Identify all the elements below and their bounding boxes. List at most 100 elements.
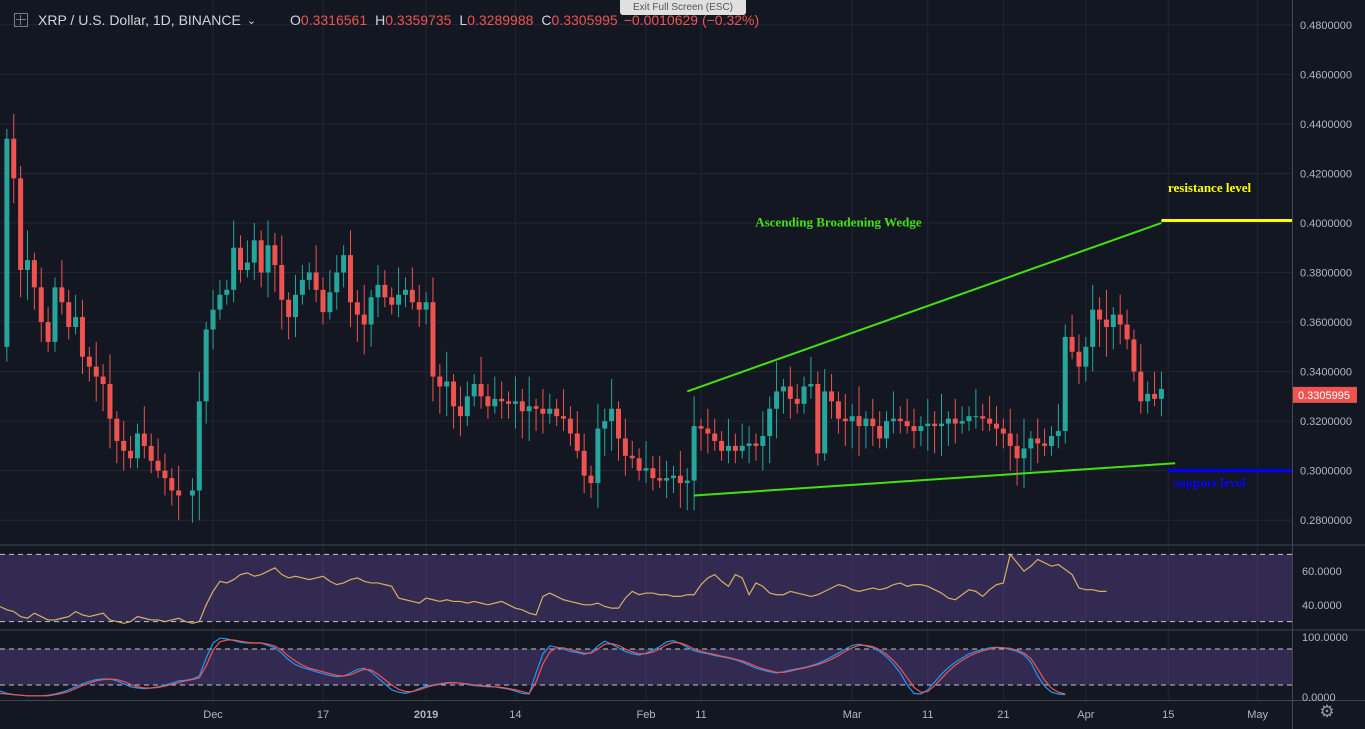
candle bbox=[602, 408, 608, 456]
candle-body bbox=[1152, 393, 1158, 399]
candle bbox=[856, 386, 862, 456]
candle bbox=[760, 411, 766, 471]
candle bbox=[842, 393, 848, 446]
price-tick-label: 0.3000000 bbox=[1300, 466, 1352, 478]
price-tick-label: 0.4000000 bbox=[1300, 218, 1352, 230]
candle bbox=[808, 356, 814, 399]
exit-fullscreen-button[interactable]: Exit Full Screen (ESC) bbox=[620, 0, 746, 15]
candle-body bbox=[567, 418, 573, 434]
candle-body bbox=[554, 408, 560, 417]
candle-body bbox=[1014, 445, 1020, 459]
candle bbox=[1145, 381, 1151, 414]
candle bbox=[299, 265, 305, 305]
candle-body bbox=[609, 408, 615, 422]
candle-body bbox=[196, 401, 202, 491]
candle-body bbox=[966, 416, 972, 422]
candle bbox=[712, 418, 718, 451]
candle bbox=[141, 406, 147, 459]
candle-body bbox=[925, 423, 931, 427]
collapse-icon[interactable] bbox=[14, 13, 28, 27]
symbol-title[interactable]: XRP / U.S. Dollar, 1D, BINANCE bbox=[38, 12, 241, 28]
chevron-down-icon[interactable]: ⌄ bbox=[246, 14, 257, 27]
candle bbox=[114, 411, 120, 464]
candle-body bbox=[169, 478, 175, 491]
time-tick-label: Apr bbox=[1077, 709, 1094, 721]
rsi-tick-label: 40.0000 bbox=[1302, 600, 1342, 612]
candle bbox=[176, 465, 182, 521]
candle bbox=[423, 292, 429, 325]
candle bbox=[835, 391, 841, 434]
candle bbox=[1055, 403, 1061, 449]
candle-body bbox=[231, 247, 237, 290]
candle-body bbox=[423, 302, 429, 310]
candle bbox=[169, 468, 175, 506]
open-value: 0.3316561 bbox=[300, 12, 368, 28]
candle-body bbox=[581, 450, 587, 476]
candle-body bbox=[890, 418, 896, 422]
candle bbox=[471, 374, 477, 407]
candle bbox=[753, 433, 759, 461]
candle-body bbox=[354, 302, 360, 315]
settings-gear-icon[interactable]: ⚙ bbox=[1319, 702, 1335, 721]
candle bbox=[217, 279, 223, 320]
candle-body bbox=[485, 396, 491, 407]
candle bbox=[643, 440, 649, 484]
candle bbox=[1097, 297, 1103, 347]
candle bbox=[162, 453, 168, 496]
candle-body bbox=[849, 416, 855, 422]
candle-body bbox=[877, 426, 883, 439]
high-label: H bbox=[375, 12, 386, 28]
price-tick-label: 0.3200000 bbox=[1300, 416, 1352, 428]
candle-body bbox=[258, 240, 264, 273]
candle bbox=[464, 381, 470, 427]
candle-body bbox=[980, 416, 986, 419]
candle bbox=[361, 284, 367, 355]
candle-body bbox=[870, 418, 876, 427]
candle-body bbox=[59, 287, 65, 303]
candle-body bbox=[1028, 438, 1034, 449]
candle bbox=[863, 411, 869, 449]
time-tick-label: Feb bbox=[637, 709, 656, 721]
candle-body bbox=[1069, 336, 1075, 352]
candle bbox=[904, 398, 910, 434]
candle-body bbox=[416, 302, 422, 310]
candle bbox=[629, 440, 635, 469]
rsi-line bbox=[0, 553, 1107, 624]
candle-body bbox=[437, 376, 443, 387]
candle-body bbox=[1103, 319, 1109, 327]
candle-body bbox=[526, 406, 532, 412]
high-value: 0.3359735 bbox=[385, 12, 452, 28]
candle-body bbox=[93, 366, 99, 377]
candle bbox=[925, 398, 931, 451]
candle bbox=[107, 354, 113, 449]
candle-body bbox=[629, 455, 635, 459]
candle-body bbox=[719, 440, 725, 451]
candle-body bbox=[238, 247, 244, 271]
candle-body bbox=[664, 478, 670, 481]
candle bbox=[739, 423, 745, 459]
candle-body bbox=[18, 178, 24, 271]
candle bbox=[79, 299, 85, 375]
candle bbox=[698, 418, 704, 451]
rsi-band bbox=[0, 554, 1292, 622]
candle bbox=[313, 245, 319, 303]
candle-body bbox=[739, 445, 745, 451]
candle-body bbox=[760, 436, 766, 446]
price-tick-label: 0.4400000 bbox=[1300, 119, 1352, 131]
candle bbox=[650, 455, 656, 491]
candle bbox=[636, 448, 642, 481]
candle bbox=[389, 287, 395, 315]
candle bbox=[787, 366, 793, 419]
price-tick-label: 0.4800000 bbox=[1300, 20, 1352, 32]
price-tick-label: 0.3600000 bbox=[1300, 317, 1352, 329]
candle-body bbox=[815, 383, 821, 454]
candle-body bbox=[320, 289, 326, 313]
candle-body bbox=[574, 433, 580, 451]
candle-body bbox=[361, 314, 367, 325]
candle-body bbox=[86, 356, 92, 367]
candle bbox=[341, 245, 347, 288]
candle bbox=[11, 113, 17, 204]
candle bbox=[128, 436, 134, 469]
price-tick-label: 0.4600000 bbox=[1300, 69, 1352, 81]
